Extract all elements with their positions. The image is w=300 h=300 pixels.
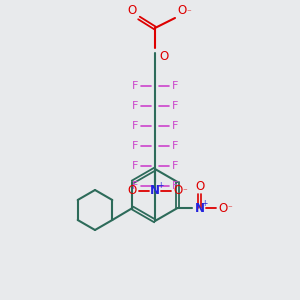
Text: ⁻: ⁻ [187,8,191,17]
Text: F: F [172,141,178,151]
Text: F: F [132,141,138,151]
Text: O: O [128,4,136,17]
Text: F: F [172,81,178,91]
Text: F: F [132,81,138,91]
Text: +: + [157,182,163,190]
Text: O: O [159,50,169,62]
Text: ⁻: ⁻ [183,188,188,196]
Text: O: O [195,181,204,194]
Text: N: N [194,202,205,214]
Text: +: + [201,199,208,208]
Text: O: O [128,184,136,197]
Text: F: F [172,121,178,131]
Text: F: F [132,161,138,171]
Text: F: F [172,101,178,111]
Text: O: O [218,202,227,214]
Text: N: N [150,184,160,197]
Text: F: F [132,121,138,131]
Text: F: F [132,101,138,111]
Text: F: F [132,181,138,191]
Text: F: F [172,181,178,191]
Text: O: O [177,4,187,17]
Text: ⁻: ⁻ [227,205,232,214]
Text: F: F [172,161,178,171]
Text: O: O [173,184,183,197]
